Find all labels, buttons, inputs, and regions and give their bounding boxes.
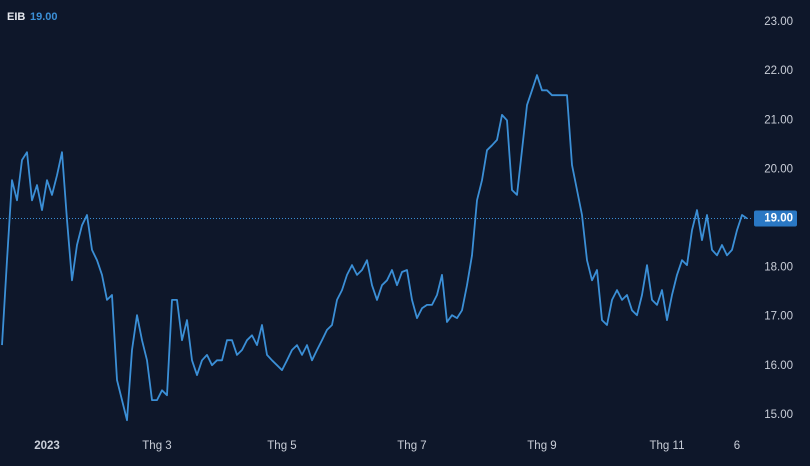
y-tick-label: 17.00 [764, 311, 793, 323]
x-tick-label: Thg 7 [397, 440, 426, 452]
x-tick-label: 6 [734, 440, 740, 452]
y-tick-label: 16.00 [764, 360, 793, 372]
y-tick-label: 23.00 [764, 16, 793, 28]
y-tick-label: 22.00 [764, 65, 793, 77]
y-tick-label: 15.00 [764, 409, 793, 421]
y-tick-label: 18.00 [764, 262, 793, 274]
last-price: 19.00 [30, 11, 58, 23]
x-tick-label: Thg 5 [267, 440, 296, 452]
y-tick-label: 21.00 [764, 114, 793, 126]
x-tick-label: Thg 9 [527, 440, 556, 452]
x-tick-label: 2023 [34, 440, 60, 452]
x-tick-label: Thg 3 [142, 440, 171, 452]
last-price-tag [754, 210, 797, 227]
last-price-tag-label: 19.00 [764, 212, 793, 224]
x-tick-label: Thg 11 [650, 440, 685, 452]
y-tick-label: 20.00 [764, 163, 793, 175]
price-line [1, 74, 748, 422]
symbol: EIB [7, 11, 25, 23]
